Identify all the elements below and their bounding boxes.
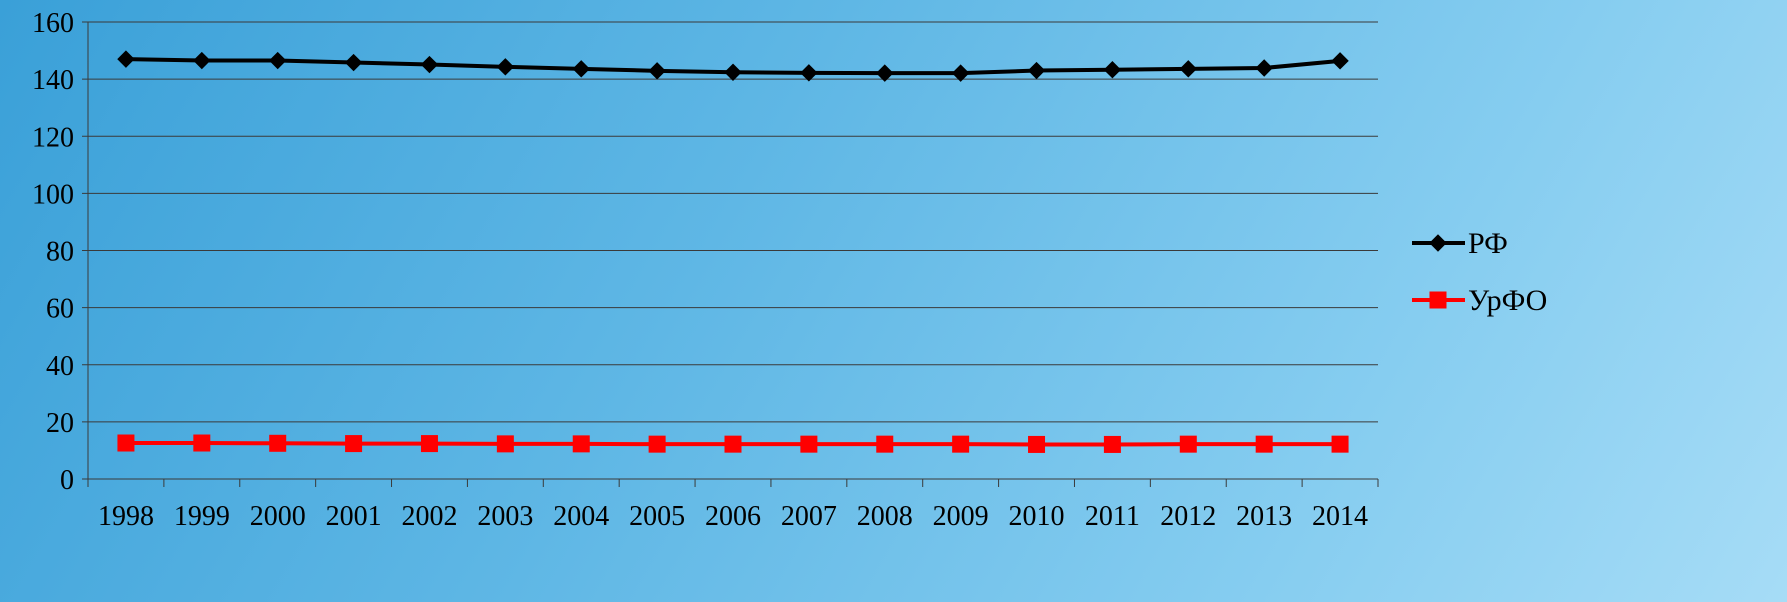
x-tick-label: 2003 bbox=[477, 501, 533, 532]
x-tick-label: 2006 bbox=[705, 501, 761, 532]
data-point bbox=[420, 435, 438, 453]
data-point bbox=[952, 435, 970, 453]
y-axis-ticks: 0 20 40 60 80 100 120 140 160 bbox=[32, 8, 88, 496]
x-tick-label: 2013 bbox=[1236, 501, 1292, 532]
y-tick-label: 120 bbox=[32, 122, 74, 153]
data-point bbox=[1028, 435, 1046, 453]
series-1 bbox=[117, 434, 1349, 453]
x-tick-label: 2014 bbox=[1312, 501, 1368, 532]
x-tick-label: 2008 bbox=[857, 501, 913, 532]
data-point bbox=[1103, 60, 1122, 79]
x-tick-label: 2004 bbox=[553, 501, 609, 532]
y-tick-label: 20 bbox=[46, 408, 74, 439]
x-tick-label: 2000 bbox=[250, 501, 306, 532]
data-point bbox=[1331, 52, 1349, 70]
data-point bbox=[345, 435, 363, 453]
data-point bbox=[800, 64, 818, 82]
y-tick-label: 80 bbox=[46, 237, 74, 268]
data-point bbox=[496, 435, 514, 453]
data-point bbox=[1255, 59, 1273, 77]
data-point bbox=[648, 62, 666, 80]
x-tick-label: 2005 bbox=[629, 501, 685, 532]
y-tick-label: 0 bbox=[60, 465, 74, 496]
data-point bbox=[193, 434, 211, 452]
y-tick-label: 160 bbox=[32, 8, 74, 39]
legend-entry-1: УрФО bbox=[1412, 284, 1547, 317]
data-point bbox=[876, 435, 894, 453]
x-tick-label: 1998 bbox=[98, 501, 154, 532]
data-point bbox=[572, 60, 590, 78]
data-point bbox=[117, 50, 135, 68]
x-tick-label: 2011 bbox=[1085, 501, 1140, 532]
data-point bbox=[1255, 435, 1273, 453]
data-point bbox=[269, 434, 287, 452]
data-point bbox=[420, 55, 439, 74]
gridlines bbox=[88, 21, 1378, 423]
x-tick-label: 2002 bbox=[401, 501, 457, 532]
data-point bbox=[724, 435, 742, 453]
legend: РФ УрФО bbox=[1412, 227, 1547, 317]
series-0 bbox=[117, 50, 1349, 82]
data-point bbox=[1331, 435, 1349, 453]
y-tick-label: 100 bbox=[32, 179, 74, 210]
data-point bbox=[1179, 60, 1198, 78]
data-point bbox=[1103, 435, 1121, 453]
x-tick-label: 2001 bbox=[326, 501, 382, 532]
data-point bbox=[876, 64, 894, 82]
legend-label: УрФО bbox=[1468, 284, 1547, 317]
data-point bbox=[496, 58, 515, 76]
x-tick-label: 2007 bbox=[781, 501, 837, 532]
legend-entry-0: РФ bbox=[1412, 227, 1508, 260]
data-point bbox=[268, 51, 287, 70]
legend-marker bbox=[1429, 291, 1447, 309]
y-tick-label: 60 bbox=[46, 294, 74, 325]
x-tick-label: 1999 bbox=[174, 501, 230, 532]
data-point bbox=[648, 435, 666, 453]
x-axis-ticks: 1998 1999 2000 2001 2002 2003 2004 2005 2006 2007… bbox=[87, 479, 1379, 532]
data-point bbox=[800, 435, 818, 453]
data-point bbox=[1179, 435, 1197, 453]
data-point bbox=[117, 434, 135, 452]
data-point bbox=[1027, 61, 1046, 80]
data-point bbox=[951, 64, 970, 82]
series-group bbox=[117, 50, 1349, 453]
data-point bbox=[724, 63, 742, 81]
y-tick-label: 140 bbox=[32, 65, 74, 96]
data-point bbox=[572, 435, 590, 453]
x-tick-label: 2010 bbox=[1009, 501, 1065, 532]
data-point bbox=[193, 51, 211, 70]
x-tick-label: 2009 bbox=[933, 501, 989, 532]
y-tick-label: 40 bbox=[46, 351, 74, 382]
legend-label: РФ bbox=[1468, 227, 1508, 260]
data-point bbox=[344, 53, 363, 72]
x-tick-label: 2012 bbox=[1160, 501, 1216, 532]
legend-marker bbox=[1429, 234, 1447, 252]
